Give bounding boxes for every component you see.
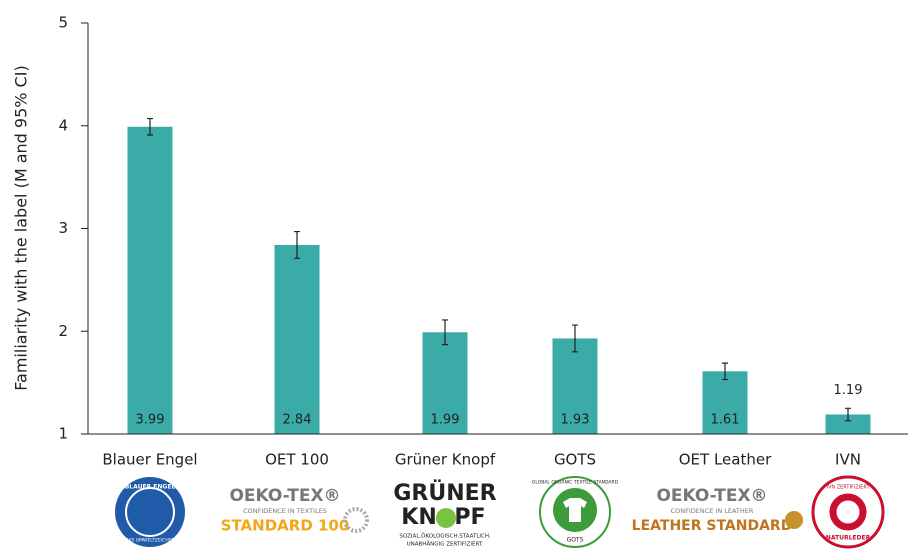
bar	[274, 244, 320, 434]
logo-shirt	[563, 498, 587, 522]
logo-button	[436, 508, 456, 528]
value-label: 3.99	[136, 413, 165, 428]
error-bar	[147, 117, 153, 136]
logos: BLAUER ENGEL DAS UMWELTZEICHEN OEKO-TEX®…	[115, 475, 885, 549]
x-tick-label: Blauer Engel	[102, 451, 197, 469]
logo-ring	[125, 487, 175, 537]
y-tick-label: 3	[58, 219, 68, 237]
logo-ivn	[811, 475, 885, 549]
error-bar	[722, 362, 728, 381]
logo-text: OEKO-TEX®	[229, 486, 340, 506]
x-tick-label: IVN	[835, 451, 861, 469]
logo-text: GRÜNER	[393, 480, 496, 506]
value-label: 1.61	[711, 413, 740, 428]
bar	[702, 371, 748, 434]
logo-text: CONFIDENCE IN LEATHER	[671, 507, 754, 515]
bar	[552, 338, 598, 434]
x-tick-label: Grüner Knopf	[395, 451, 496, 469]
y-tick-label: 4	[58, 116, 68, 134]
logo-text: GLOBAL ORGANIC TEXTILE STANDARD	[532, 480, 619, 486]
logo-text: SOZIAL.ÖKOLOGISCH.STAATLICH.	[399, 533, 491, 540]
logo-text: NATURLEDER	[826, 535, 871, 542]
logo-text: IVN ZERTIFIZIERT	[826, 485, 870, 491]
value-label: 1.19	[834, 383, 863, 398]
logo-text: UNABHÄNGIG ZERTIFIZIERT.	[407, 541, 484, 548]
value-label: 1.93	[561, 413, 590, 428]
value-label: 1.99	[431, 413, 460, 428]
y-tick-label: 1	[58, 425, 68, 443]
error-bar	[442, 319, 448, 346]
bar	[127, 126, 173, 434]
logo-text: CONFIDENCE IN TEXTILES	[243, 507, 327, 515]
logo-ivn-ring	[829, 493, 867, 531]
bar	[422, 332, 468, 434]
y-tick-label: 2	[58, 322, 68, 340]
logo-seal	[785, 511, 803, 529]
logo-text: PF	[454, 505, 485, 530]
logo-text: GOTS	[567, 537, 584, 544]
value-label: 2.84	[283, 413, 312, 428]
x-tick-label: OET Leather	[679, 451, 772, 469]
x-tick-label: GOTS	[554, 451, 596, 469]
error-bar	[572, 324, 578, 353]
error-bar	[294, 230, 300, 259]
logo-text: OEKO-TEX®	[656, 486, 767, 506]
logo-text: DAS UMWELTZEICHEN	[125, 538, 175, 544]
logo-text: STANDARD 100	[221, 517, 350, 535]
logo-text: KN	[401, 505, 436, 530]
bar	[825, 414, 871, 434]
y-tick-label: 5	[58, 14, 68, 32]
error-bar	[845, 407, 851, 422]
y-axis-label: Familiarity with the label (M and 95% CI…	[12, 65, 31, 390]
logo-text: BLAUER ENGEL	[125, 484, 176, 491]
logo-flower	[343, 507, 369, 533]
x-tick-label: OET 100	[265, 451, 329, 469]
logo-text: LEATHER STANDARD	[632, 518, 793, 534]
